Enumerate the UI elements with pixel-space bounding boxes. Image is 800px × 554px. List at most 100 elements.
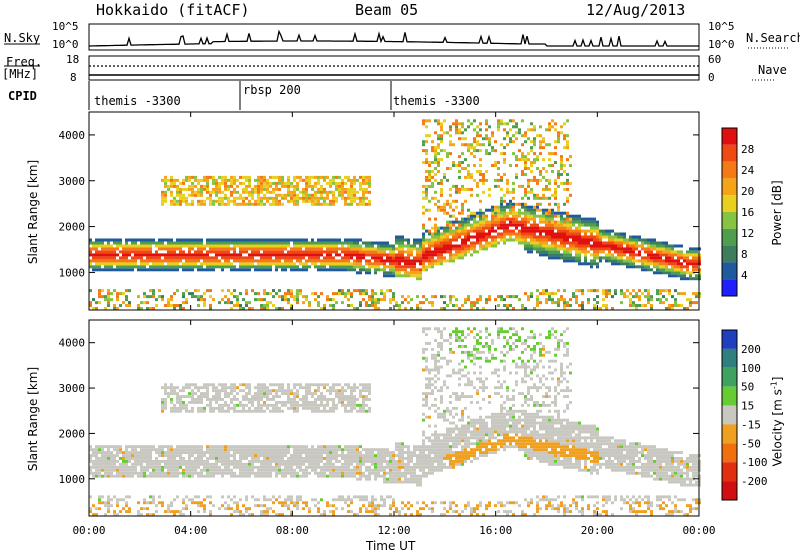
power-cell: [656, 259, 659, 263]
velocity-cell: [245, 507, 248, 511]
velocity-cell: [311, 403, 314, 407]
power-cell: [593, 217, 596, 221]
power-cell: [128, 259, 131, 263]
velocity-cell: [251, 468, 254, 472]
power-cell: [365, 292, 368, 296]
velocity-cell: [116, 501, 119, 505]
power-cell: [437, 146, 440, 150]
power-cell: [221, 298, 224, 302]
power-cell: [281, 265, 284, 269]
velocity-cell: [242, 448, 245, 452]
velocity-cell: [134, 448, 137, 452]
power-cell: [476, 170, 479, 173]
velocity-cell: [95, 451, 98, 454]
power-cell: [470, 229, 473, 233]
velocity-cell: [176, 474, 179, 478]
velocity-cell: [305, 468, 308, 472]
velocity-cell: [278, 409, 281, 413]
velocity-cell: [257, 504, 260, 508]
velocity-cell: [170, 409, 173, 413]
power-cell: [305, 241, 308, 245]
power-cell: [473, 304, 476, 307]
power-cell: [233, 196, 236, 200]
power-cell: [473, 241, 476, 245]
velocity-cell: [128, 460, 131, 463]
power-cell: [359, 196, 362, 200]
velocity-cell: [146, 462, 149, 466]
power-cell: [506, 143, 509, 147]
power-cell: [200, 265, 203, 269]
power-cell: [443, 205, 446, 209]
power-cell: [317, 268, 320, 272]
power-cell: [89, 304, 92, 307]
velocity-cell: [296, 406, 299, 410]
power-cell: [527, 152, 530, 156]
power-cell: [242, 250, 245, 254]
velocity-cell: [122, 471, 125, 475]
power-cell: [245, 184, 248, 188]
power-cell: [347, 238, 350, 242]
station-title: Hokkaido (fitACF): [96, 1, 250, 19]
power-cell: [452, 247, 455, 251]
power-cell: [149, 238, 152, 242]
power-cell: [434, 244, 437, 248]
power-cell: [371, 244, 374, 248]
velocity-cell: [131, 445, 134, 449]
velocity-cell: [314, 403, 317, 407]
power-cell: [155, 298, 158, 302]
power-cell: [155, 256, 158, 260]
power-cell: [293, 190, 296, 194]
power-cell: [425, 265, 428, 269]
power-cell: [461, 152, 464, 156]
velocity-cell: [248, 462, 251, 466]
power-cell: [695, 253, 698, 257]
power-cell: [251, 247, 254, 251]
power-cell: [233, 295, 236, 299]
power-cell: [455, 244, 458, 248]
velocity-cell: [161, 474, 164, 478]
velocity-cell: [233, 395, 236, 398]
power-cell: [284, 265, 287, 269]
power-cell: [416, 295, 419, 299]
power-cell: [182, 193, 185, 197]
power-cell: [122, 301, 125, 305]
power-cell: [197, 259, 200, 263]
power-cell: [317, 301, 320, 305]
power-cell: [137, 238, 140, 242]
power-cell: [650, 238, 653, 242]
velocity-cell: [173, 474, 176, 478]
power-cell: [581, 307, 584, 310]
power-cell: [542, 247, 545, 251]
power-cell: [425, 158, 428, 162]
power-cell: [212, 265, 215, 269]
power-cell: [347, 178, 350, 182]
power-cell: [350, 241, 353, 245]
power-cell: [644, 250, 647, 254]
velocity-cell: [215, 465, 218, 469]
velocity-cell: [260, 462, 263, 466]
power-cell: [557, 226, 560, 230]
power-cell: [584, 262, 587, 266]
velocity-cell: [287, 471, 290, 475]
velocity-cell: [263, 465, 266, 469]
power-cell: [266, 184, 269, 188]
power-cell: [473, 235, 476, 239]
power-cell: [413, 271, 416, 275]
power-cell: [596, 250, 599, 254]
power-cell: [236, 268, 239, 272]
power-cell: [176, 247, 179, 251]
power-cell: [158, 259, 161, 263]
power-cell: [260, 259, 263, 263]
velocity-cell: [314, 460, 317, 463]
power-cell: [251, 190, 254, 194]
power-cell: [548, 253, 551, 257]
velocity-cell: [251, 401, 254, 404]
power-cell: [629, 262, 632, 266]
power-cell: [440, 247, 443, 251]
power-cell: [500, 152, 503, 156]
velocity-cell: [281, 445, 284, 449]
power-cell: [485, 247, 488, 251]
power-cell: [461, 256, 464, 260]
power-cell: [533, 220, 536, 224]
power-cell: [596, 289, 599, 293]
